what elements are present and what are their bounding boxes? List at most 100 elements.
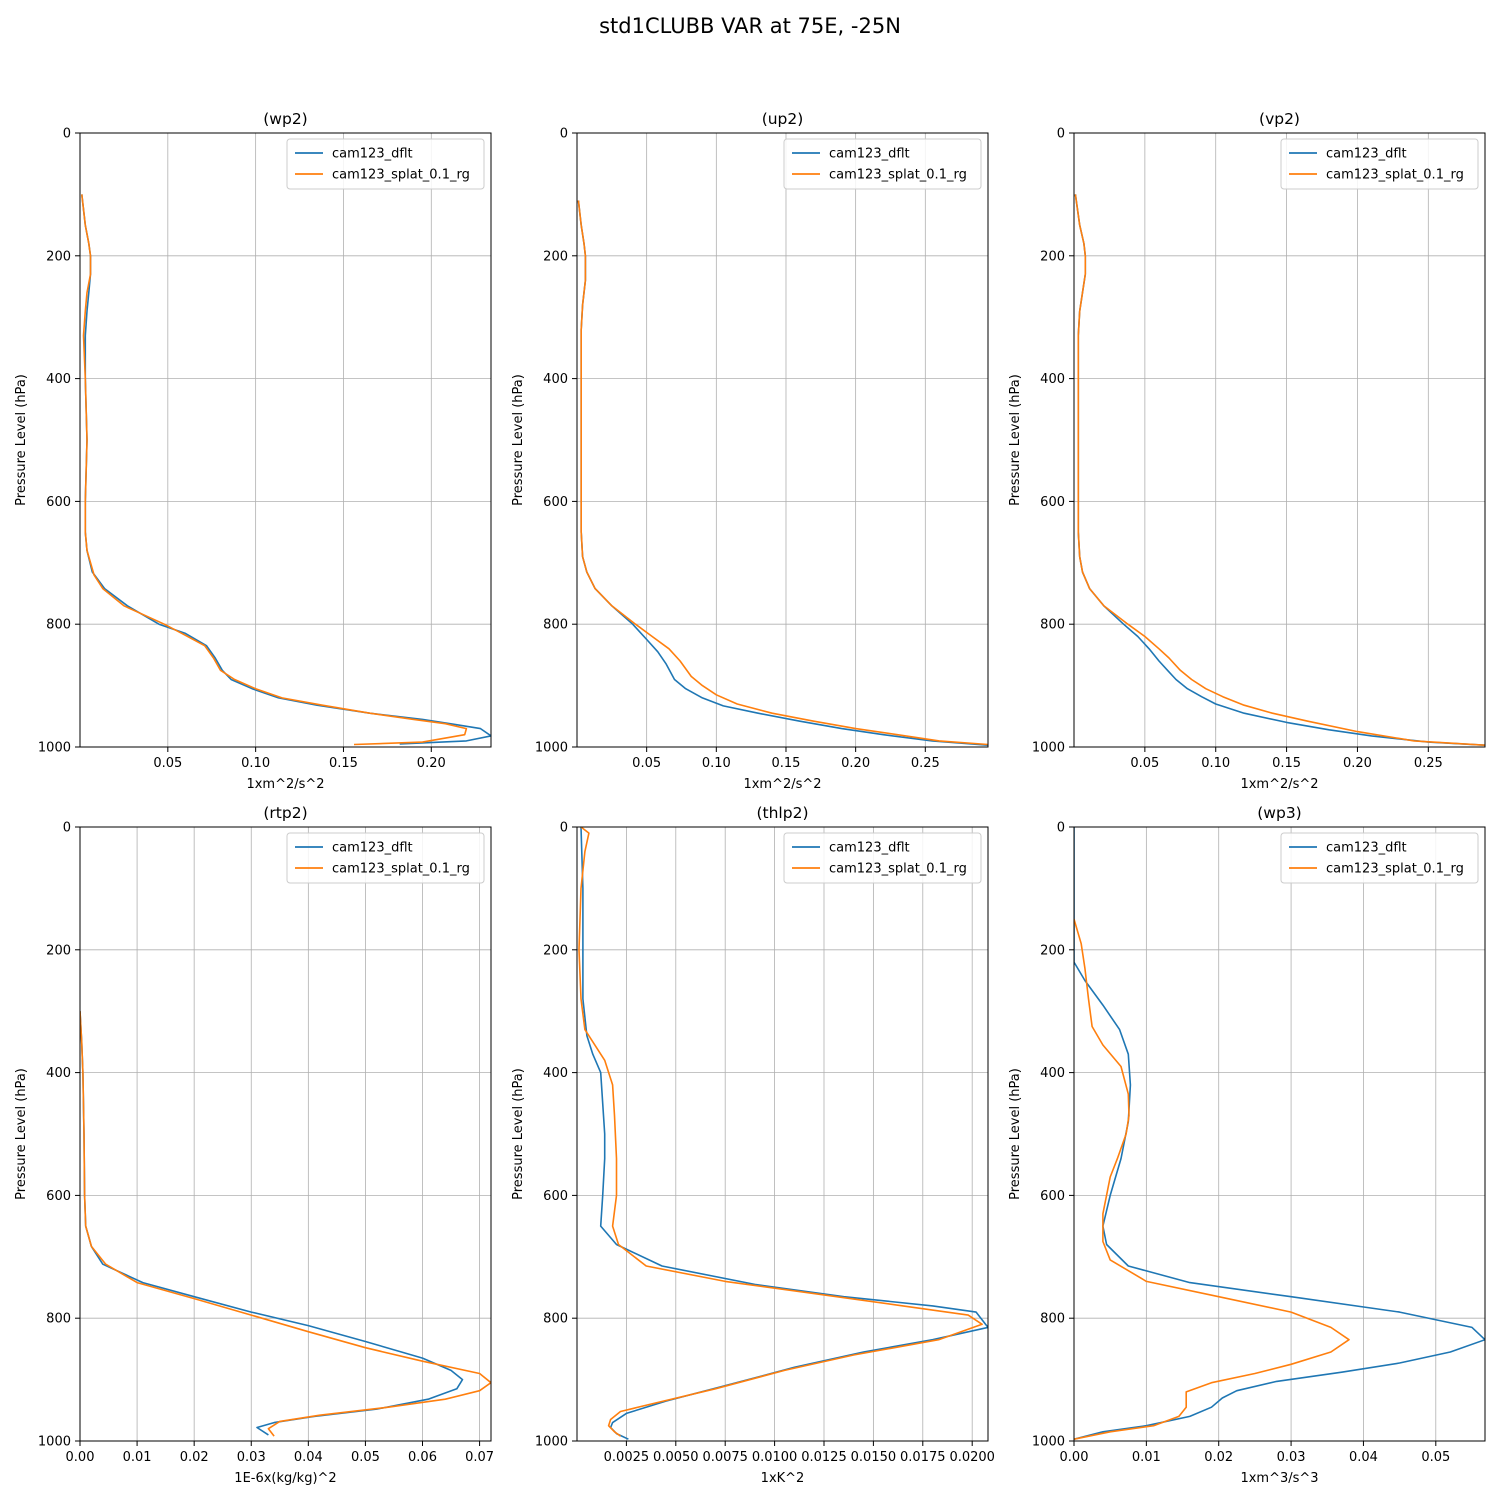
y-tick-label: 0 — [63, 821, 71, 836]
y-tick-label: 1000 — [38, 741, 71, 756]
subplot-title: (wp3) — [1257, 804, 1301, 822]
legend-box — [1280, 138, 1479, 190]
x-tick-label: 0.15 — [1272, 756, 1301, 771]
subplot-3: 0.05 0.10 0.15 0.20 0.25 0 200 400 600 800 1000 (vp… — [1008, 110, 1486, 792]
y-axis-label: Pressure Level (hPa) — [14, 374, 29, 506]
x-tick-label: 0.15 — [329, 756, 358, 771]
x-tick-label: 0.0200 — [949, 1450, 995, 1465]
y-tick-label: 1000 — [535, 1435, 568, 1450]
x-axis-label: 1xm^2/s^2 — [1240, 777, 1318, 792]
series-line-1 — [1074, 194, 1485, 746]
legend-box — [286, 832, 485, 884]
y-tick-label: 200 — [543, 943, 568, 958]
series-line-1 — [1074, 827, 1485, 1440]
subplot-title: (up2) — [762, 110, 804, 128]
y-tick-label: 1000 — [38, 1435, 71, 1450]
x-tick-label: 0.05 — [1130, 756, 1159, 771]
subplot-title: (vp2) — [1259, 110, 1300, 128]
y-tick-label: 600 — [1040, 495, 1065, 510]
legend-box — [783, 832, 982, 884]
x-tick-label: 0.00 — [66, 1450, 95, 1465]
y-tick-label: 600 — [46, 1189, 71, 1204]
y-tick-label: 800 — [1040, 618, 1065, 633]
legend-label-1: cam123_dflt — [332, 841, 413, 856]
axes-frame — [576, 826, 989, 1442]
subplot-2: 0.05 0.10 0.15 0.20 0.25 0 200 400 600 800 1000 (up… — [511, 110, 989, 792]
legend: cam123_dflt cam123_splat_0.1_rg — [783, 832, 982, 884]
y-tick-label: 200 — [543, 249, 568, 264]
y-tick-label: 200 — [46, 249, 71, 264]
legend-label-2: cam123_splat_0.1_rg — [332, 862, 470, 877]
series-line-2 — [1074, 194, 1485, 746]
legend: cam123_dflt cam123_splat_0.1_rg — [286, 832, 485, 884]
legend-label-1: cam123_dflt — [332, 147, 413, 162]
subplot-5: 0.0025 0.0050 0.0075 0.0100 0.0125 0.0150 0.01… — [511, 804, 995, 1486]
x-axis-label: 1xK^2 — [761, 1471, 805, 1486]
series-line-2 — [578, 827, 983, 1437]
y-tick-label: 0 — [560, 821, 568, 836]
y-tick-label: 200 — [1040, 943, 1065, 958]
x-tick-label: 0.10 — [241, 756, 270, 771]
y-tick-label: 400 — [1040, 1066, 1065, 1081]
y-tick-label: 800 — [46, 618, 71, 633]
series-line-1 — [580, 827, 988, 1440]
y-tick-label: 400 — [46, 372, 71, 387]
y-axis-label: Pressure Level (hPa) — [1008, 374, 1023, 506]
x-tick-label: 0.05 — [1421, 1450, 1450, 1465]
x-tick-label: 0.04 — [294, 1450, 323, 1465]
subplot-1: 0.05 0.10 0.15 0.20 0 200 400 600 800 1000 (wp2) 1x… — [14, 110, 492, 792]
legend-label-1: cam123_dflt — [829, 841, 910, 856]
y-tick-label: 800 — [1040, 1312, 1065, 1327]
y-tick-label: 200 — [46, 943, 71, 958]
y-axis-label: Pressure Level (hPa) — [14, 1068, 29, 1200]
subplot-6: 0.00 0.01 0.02 0.03 0.04 0.05 0 200 400 600 800 100… — [1008, 804, 1486, 1486]
legend-label-1: cam123_dflt — [1326, 147, 1407, 162]
y-tick-label: 800 — [46, 1312, 71, 1327]
y-axis-label: Pressure Level (hPa) — [511, 1068, 526, 1200]
legend: cam123_dflt cam123_splat_0.1_rg — [1280, 832, 1479, 884]
legend-label-2: cam123_splat_0.1_rg — [332, 168, 470, 183]
subplot-title: (thlp2) — [756, 804, 808, 822]
x-tick-label: 0.04 — [1349, 1450, 1378, 1465]
x-tick-label: 0.02 — [1204, 1450, 1233, 1465]
x-tick-label: 0.0025 — [604, 1450, 650, 1465]
x-tick-label: 0.0175 — [900, 1450, 946, 1465]
y-tick-label: 400 — [543, 372, 568, 387]
x-tick-label: 0.01 — [123, 1450, 152, 1465]
x-tick-label: 0.03 — [1277, 1450, 1306, 1465]
x-tick-label: 0.0050 — [653, 1450, 699, 1465]
x-axis-label: 1xm^2/s^2 — [246, 777, 324, 792]
subplot-4: 0.00 0.01 0.02 0.03 0.04 0.05 0.06 0.07 0 200 400 6… — [14, 804, 494, 1486]
legend-box — [783, 138, 982, 190]
x-tick-label: 0.0125 — [801, 1450, 847, 1465]
y-tick-label: 1000 — [535, 741, 568, 756]
x-tick-label: 0.20 — [417, 756, 446, 771]
y-tick-label: 800 — [543, 1312, 568, 1327]
x-tick-label: 0.20 — [1343, 756, 1372, 771]
x-tick-label: 0.0075 — [702, 1450, 748, 1465]
series-line-2 — [80, 1011, 491, 1437]
axes-frame — [576, 132, 989, 748]
legend-box — [1280, 832, 1479, 884]
y-tick-label: 600 — [46, 495, 71, 510]
legend: cam123_dflt cam123_splat_0.1_rg — [783, 138, 982, 190]
legend-box — [286, 138, 485, 190]
x-tick-label: 0.05 — [153, 756, 182, 771]
series-line-2 — [577, 200, 988, 746]
legend-label-1: cam123_dflt — [829, 147, 910, 162]
x-tick-label: 0.10 — [702, 756, 731, 771]
x-axis-label: 1xm^2/s^2 — [743, 777, 821, 792]
x-tick-label: 0.15 — [772, 756, 801, 771]
x-tick-label: 0.02 — [180, 1450, 209, 1465]
x-tick-label: 0.00 — [1060, 1450, 1089, 1465]
x-tick-label: 0.01 — [1132, 1450, 1161, 1465]
x-tick-label: 0.25 — [911, 756, 940, 771]
legend: cam123_dflt cam123_splat_0.1_rg — [1280, 138, 1479, 190]
legend-label-1: cam123_dflt — [1326, 841, 1407, 856]
x-tick-label: 0.07 — [465, 1450, 494, 1465]
x-tick-label: 0.25 — [1414, 756, 1443, 771]
y-tick-label: 400 — [46, 1066, 71, 1081]
series-line-2 — [81, 194, 468, 746]
y-tick-label: 600 — [543, 495, 568, 510]
y-tick-label: 0 — [1057, 821, 1065, 836]
